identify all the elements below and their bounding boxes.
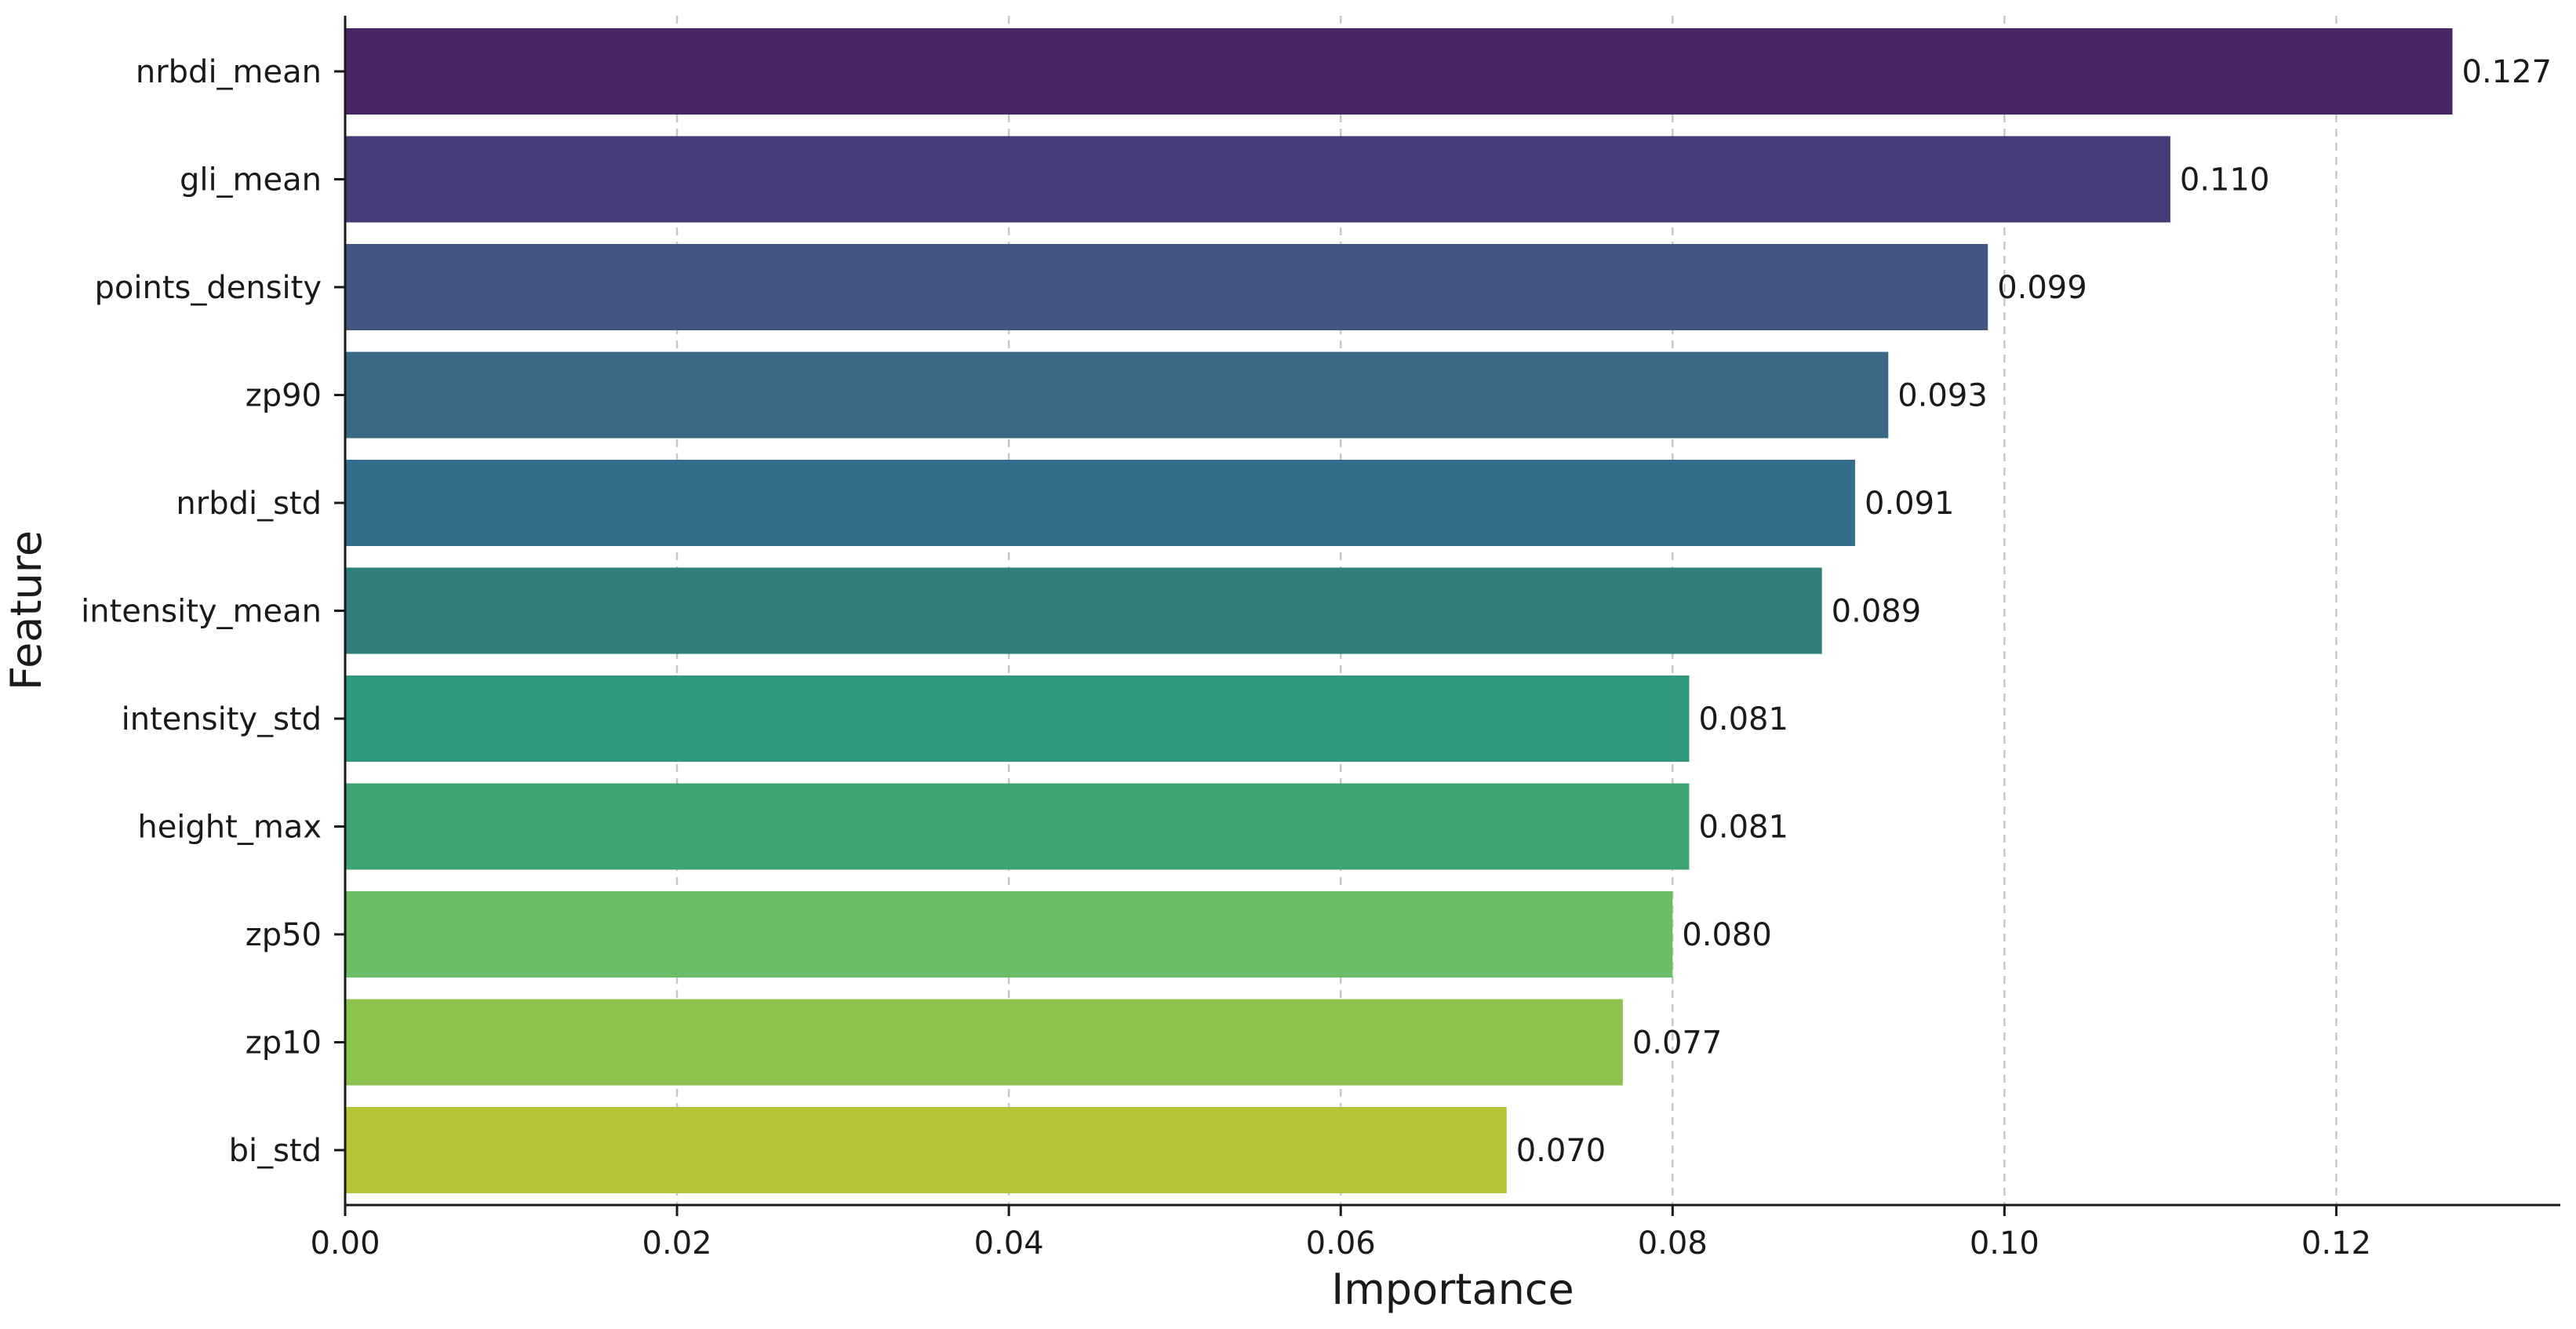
bar-value-label: 0.099 [1997,270,2087,306]
x-tick-label: 0.06 [1306,1225,1376,1262]
axes [334,16,2560,1216]
x-tick-label: 0.04 [974,1225,1044,1262]
bar [345,891,1673,978]
bar [345,567,1822,654]
y-tick-label: zp90 [246,378,322,414]
bar-value-label: 0.081 [1698,810,1788,846]
bar-value-label: 0.081 [1698,701,1788,737]
bar [345,351,1889,439]
y-tick-label: nrbdi_mean [136,54,322,90]
bar-value-label: 0.089 [1832,594,1922,630]
bar-value-label: 0.127 [2462,54,2552,90]
bar [345,460,1855,546]
x-tick-label: 0.10 [1970,1225,2039,1262]
bar [345,783,1690,870]
x-tick-label: 0.00 [310,1225,380,1262]
y-tick-label: zp10 [246,1025,322,1061]
y-tick-label: zp50 [246,917,322,953]
x-axis-title: Importance [1331,1265,1574,1314]
bar-value-label: 0.070 [1516,1133,1606,1169]
x-tick-label: 0.02 [642,1225,712,1262]
y-tick-label: intensity_std [122,701,322,737]
y-tick-label: height_max [137,810,322,846]
y-tick-label: intensity_mean [81,594,322,630]
bar-value-label: 0.080 [1682,917,1772,953]
bar-value-label: 0.077 [1632,1025,1723,1061]
labels: nrbdi_mean 0.127 gli_mean 0.110 points_densi… [81,54,2552,1262]
x-tick-label: 0.08 [1638,1225,1708,1262]
bars [345,28,2453,1193]
y-tick-label: bi_std [229,1133,322,1169]
bar [345,28,2453,115]
y-tick-label: gli_mean [180,162,322,198]
bar-value-label: 0.091 [1865,486,1955,522]
bar-value-label: 0.093 [1897,378,1988,414]
bar [345,244,1988,330]
bar [345,675,1690,762]
y-tick-label: points_density [94,270,322,306]
bar [345,1107,1507,1193]
bar [345,136,2170,223]
y-axis-title: Feature [2,530,51,690]
y-tick-label: nrbdi_std [176,486,322,522]
x-tick-label: 0.12 [2301,1225,2371,1262]
bar-value-label: 0.110 [2180,162,2270,198]
bar [345,999,1623,1086]
